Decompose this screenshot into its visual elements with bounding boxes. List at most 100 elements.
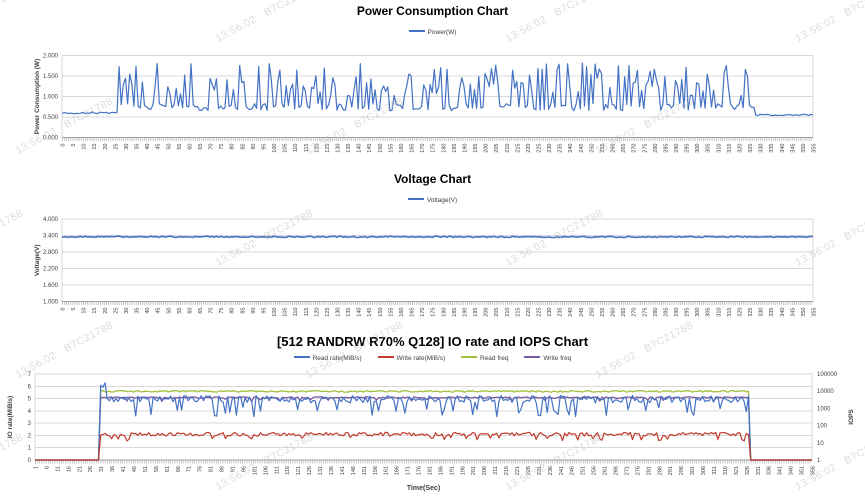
svg-text:280: 280 (653, 308, 659, 317)
svg-text:290: 290 (674, 144, 680, 153)
svg-text:111: 111 (274, 466, 280, 474)
svg-text:95: 95 (261, 144, 267, 150)
svg-text:235: 235 (558, 308, 564, 317)
svg-text:1.600: 1.600 (43, 283, 59, 289)
svg-text:166: 166 (395, 466, 401, 475)
svg-text:2: 2 (28, 433, 32, 439)
svg-text:130: 130 (336, 144, 342, 153)
svg-text:36: 36 (110, 466, 116, 472)
svg-text:170: 170 (420, 308, 426, 317)
svg-text:250: 250 (589, 144, 595, 153)
svg-text:355: 355 (812, 308, 818, 317)
svg-text:0: 0 (61, 144, 67, 147)
svg-text:131: 131 (318, 466, 324, 475)
svg-text:141: 141 (340, 466, 346, 475)
power-chart-legend: Power(W) (0, 29, 865, 36)
svg-text:335: 335 (769, 144, 775, 153)
svg-text:91: 91 (230, 466, 236, 472)
svg-text:60: 60 (187, 144, 193, 150)
svg-text:6: 6 (28, 384, 32, 390)
svg-text:230: 230 (547, 308, 553, 317)
svg-text:IO rate(MiB/s): IO rate(MiB/s) (7, 396, 14, 438)
svg-text:75: 75 (219, 144, 225, 150)
svg-text:3.400: 3.400 (43, 234, 59, 240)
legend-label: Write rate(MiB/s) (396, 355, 446, 362)
svg-text:326: 326 (745, 466, 751, 475)
svg-text:176: 176 (417, 466, 423, 475)
svg-text:30: 30 (124, 308, 130, 314)
voltage-chart-legend: Voltage(V) (0, 197, 865, 204)
svg-text:220: 220 (526, 308, 532, 317)
svg-text:121: 121 (296, 466, 302, 475)
svg-text:25: 25 (113, 144, 119, 150)
svg-text:221: 221 (515, 466, 521, 475)
legend-label: Voltage(V) (426, 197, 458, 204)
svg-text:265: 265 (621, 144, 627, 153)
svg-text:291: 291 (668, 466, 674, 475)
svg-text:285: 285 (663, 144, 669, 153)
svg-text:286: 286 (657, 466, 663, 475)
svg-text:200: 200 (484, 144, 490, 153)
svg-text:246: 246 (570, 466, 576, 475)
svg-text:146: 146 (351, 466, 357, 475)
legend-label: Read freq (479, 355, 509, 362)
legend-label: Power(W) (427, 29, 457, 36)
svg-text:70: 70 (209, 308, 215, 314)
svg-text:200: 200 (484, 308, 490, 317)
svg-text:285: 285 (663, 308, 669, 317)
svg-text:0: 0 (28, 458, 32, 464)
svg-text:240: 240 (568, 308, 574, 317)
svg-text:171: 171 (406, 466, 412, 475)
svg-text:90: 90 (251, 308, 257, 314)
svg-text:190: 190 (462, 308, 468, 317)
svg-text:340: 340 (780, 308, 786, 317)
svg-text:170: 170 (420, 144, 426, 153)
svg-text:245: 245 (579, 308, 585, 317)
svg-text:80: 80 (230, 144, 236, 150)
svg-text:5: 5 (71, 144, 77, 147)
svg-text:301: 301 (690, 466, 696, 475)
svg-text:316: 316 (723, 466, 729, 475)
svg-text:240: 240 (568, 144, 574, 153)
svg-text:1.000: 1.000 (43, 300, 59, 306)
svg-text:231: 231 (537, 466, 543, 475)
svg-text:325: 325 (748, 308, 754, 317)
svg-text:80: 80 (230, 308, 236, 314)
svg-text:156: 156 (373, 466, 379, 475)
svg-text:86: 86 (220, 466, 226, 472)
svg-text:310: 310 (716, 308, 722, 317)
svg-text:Voltage(V): Voltage(V) (34, 244, 41, 276)
svg-text:135: 135 (346, 308, 352, 317)
svg-text:180: 180 (441, 308, 447, 317)
svg-text:290: 290 (674, 308, 680, 317)
svg-text:55: 55 (177, 144, 183, 150)
svg-text:35: 35 (135, 308, 141, 314)
svg-text:2.800: 2.800 (43, 250, 59, 256)
svg-text:225: 225 (536, 308, 542, 317)
svg-text:196: 196 (460, 466, 466, 475)
svg-text:201: 201 (471, 466, 477, 475)
svg-text:185: 185 (452, 144, 458, 153)
svg-text:120: 120 (314, 144, 320, 153)
svg-text:61: 61 (165, 466, 171, 472)
svg-text:125: 125 (325, 308, 331, 317)
svg-text:1: 1 (34, 466, 40, 469)
svg-text:215: 215 (515, 308, 521, 317)
svg-text:260: 260 (611, 308, 617, 317)
svg-text:96: 96 (241, 466, 247, 472)
power-series-swatch (408, 29, 425, 32)
svg-text:215: 215 (515, 144, 521, 153)
svg-text:40: 40 (145, 308, 151, 314)
svg-text:330: 330 (759, 308, 765, 317)
svg-text:150: 150 (378, 308, 384, 317)
svg-text:305: 305 (706, 144, 712, 153)
svg-text:71: 71 (187, 466, 193, 472)
svg-text:100: 100 (272, 308, 278, 317)
svg-text:251: 251 (581, 466, 587, 475)
svg-text:275: 275 (642, 144, 648, 153)
voltage-chart-title: Voltage Chart (393, 172, 472, 186)
svg-text:3: 3 (28, 421, 32, 427)
svg-text:10: 10 (817, 441, 824, 447)
svg-text:260: 260 (611, 144, 617, 153)
svg-text:135: 135 (346, 144, 352, 153)
